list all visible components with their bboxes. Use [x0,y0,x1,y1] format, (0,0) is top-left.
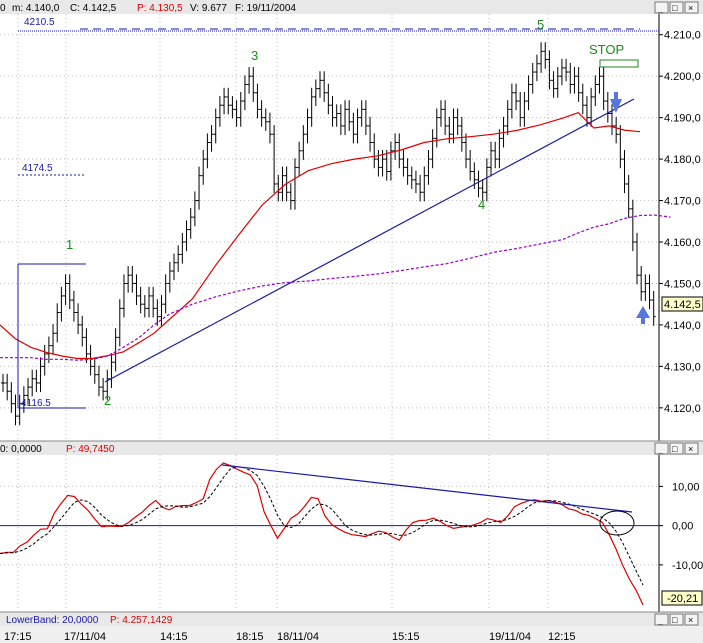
bottom-close-button[interactable] [684,613,699,626]
time-label: 18:15 [236,631,264,643]
last-price-label: 4.142,5 [664,299,701,311]
down-arrow-icon [610,92,622,113]
header-m: m: 4.140,0 [12,3,60,14]
price-tick-label: 4.130,0 [664,361,701,373]
divergence-circle [599,510,635,536]
price-tick-label: 4.150,0 [664,278,701,290]
time-label: 17/11/04 [64,631,106,643]
price-layer [0,42,671,426]
signal-line [0,466,644,586]
window-controls-bottom: _ □ × [654,613,699,626]
osc-minimize-icon: _ [657,444,664,454]
header-bar [0,0,703,14]
stop-label: STOP [589,42,624,57]
wave-label-3: 3 [251,48,258,63]
level-label-low: 4116.5 [21,398,51,409]
bottom-header-bar [0,612,703,626]
osc-maximize-button[interactable] [669,442,684,455]
osc-axis-ticks: 10,00 0,00 -10,00 [672,481,703,572]
price-tick-label: 4.170,0 [664,196,701,208]
time-label: 14:15 [160,631,188,643]
maximize-button[interactable] [669,1,684,14]
price-tick-label: 4.210,0 [664,30,701,42]
osc-tick-label: 10,00 [672,481,700,493]
trendline [104,98,635,383]
time-axis-bar [0,626,703,643]
minimize-button[interactable] [654,1,669,14]
price-tick-label: 4.190,0 [664,113,701,125]
osc-tick-label: 0,00 [672,521,693,533]
osc-tick-label: -10,00 [672,560,703,572]
last-osc-box [661,590,703,606]
close-icon: × [688,3,693,13]
osc-minimize-button[interactable] [654,442,669,455]
time-label: 17:15 [4,631,32,643]
oscillator-layer [0,462,659,606]
minimize-icon: _ [657,3,664,13]
osc-close-button[interactable] [684,442,699,455]
osc-header-zero: 0: 0,0000 [0,444,42,455]
wave-label-1: 1 [66,237,73,252]
bottom-maximize-icon: □ [672,615,678,625]
header-p: P: 4.130,5 [137,3,183,14]
wave-label-5: 5 [537,17,544,32]
header-leading: 0 [0,3,6,14]
price-axis-ticks: 4.210,0 4.200,0 4.190,0 4.180,0 4.170,0 … [664,30,701,415]
osc-header-p: P: 49,7450 [66,444,115,455]
price-tick-label: 4.160,0 [664,237,701,249]
annotation-layer [17,28,659,409]
bottom-header-band: LowerBand: 20,0000 [6,615,99,626]
wave-label-4: 4 [478,197,485,212]
window-controls-osc: _ □ × [654,442,699,455]
bottom-close-icon: × [688,615,693,625]
last-osc-label: -20,21 [667,593,698,605]
moving-average-fast [0,112,641,360]
price-tick-label: 4.120,0 [664,403,701,415]
osc-trendline [221,464,633,513]
bottom-minimize-button[interactable] [654,613,669,626]
price-tick-label: 4.180,0 [664,154,701,166]
oscillator-line [0,462,644,606]
time-label: 15:15 [392,631,420,643]
last-price-box [661,296,703,312]
bottom-minimize-icon: _ [657,615,664,625]
level-label-mid: 4174.5 [22,163,53,174]
time-label: 18/11/04 [277,631,319,643]
time-label: 19/11/04 [489,631,531,643]
up-arrow-icon [636,306,650,324]
level-label-top: 4210.5 [24,17,55,28]
osc-header-bar [0,441,703,455]
bottom-header-p: P: 4.257,1429 [110,615,173,626]
osc-maximize-icon: □ [672,444,678,454]
header-c: C: 4.142,5 [70,3,117,14]
close-button[interactable] [684,1,699,14]
price-tick-label: 4.140,0 [664,320,701,332]
maximize-icon: □ [672,3,678,13]
osc-close-icon: × [688,444,693,454]
header-date: F: 19/11/2004 [235,3,296,14]
window-controls-top: _ □ × [654,1,699,14]
price-tick-label: 4.200,0 [664,71,701,83]
grid [0,14,663,612]
bottom-maximize-button[interactable] [669,613,684,626]
time-label: 12:15 [548,631,576,643]
header-v: V: 9.677 [190,3,227,14]
stop-box [599,59,639,68]
wave-label-2: 2 [104,393,111,408]
